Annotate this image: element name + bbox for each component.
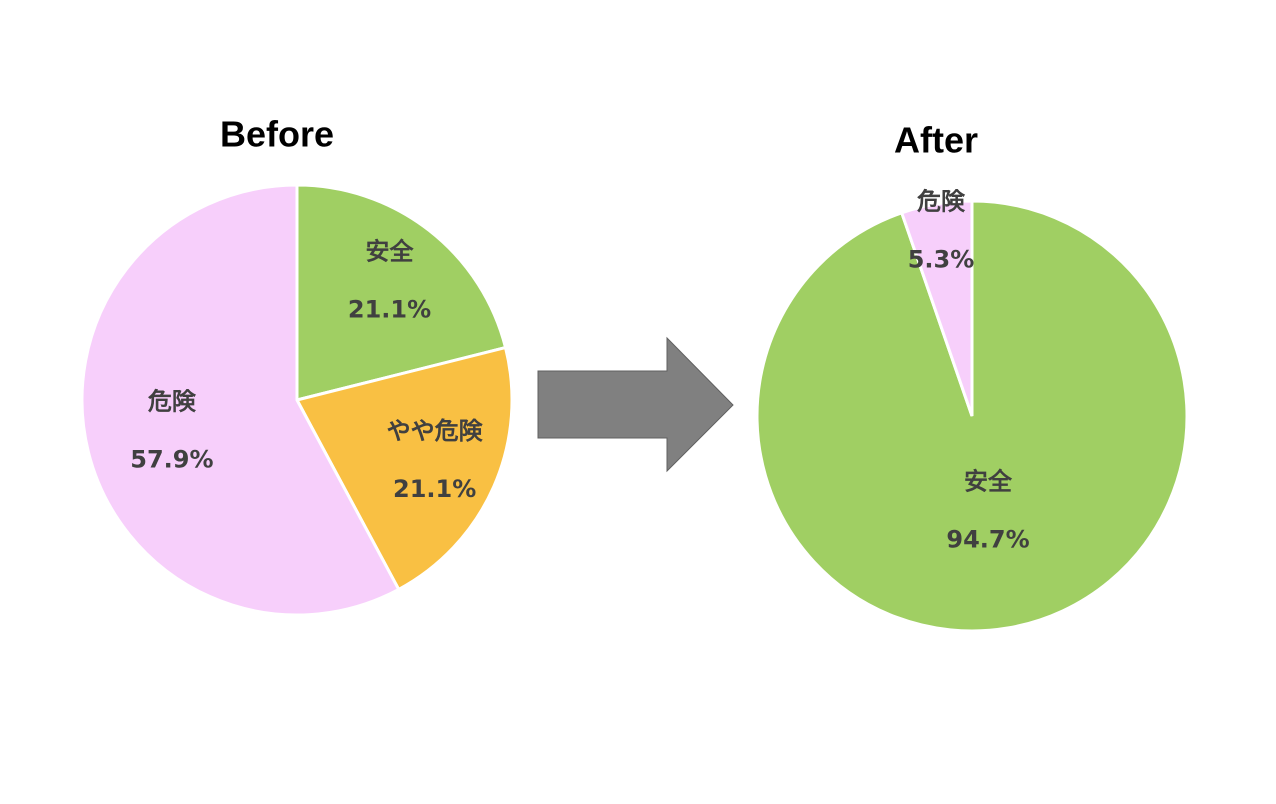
pie-slice <box>899 199 974 417</box>
chart-title: Before <box>220 114 334 155</box>
arrow <box>537 336 734 473</box>
slice-label: やや危険 <box>387 417 484 445</box>
slice-label: 危険 <box>917 188 966 216</box>
slice-label: 危険 <box>148 387 197 415</box>
value-label: 21.1% <box>348 295 431 323</box>
pie-slice <box>295 183 508 402</box>
pie-slice <box>294 345 514 592</box>
value-label: 21.1% <box>393 475 476 503</box>
value-label: 5.3% <box>908 246 975 274</box>
value-label: 57.9% <box>130 445 213 473</box>
slice-label: 安全 <box>964 467 1013 495</box>
slice-label: 安全 <box>366 237 415 265</box>
chart-title: After <box>894 120 978 161</box>
pie-slice <box>755 199 1189 633</box>
value-label: 94.7% <box>946 525 1029 553</box>
pie-slice <box>80 183 401 617</box>
